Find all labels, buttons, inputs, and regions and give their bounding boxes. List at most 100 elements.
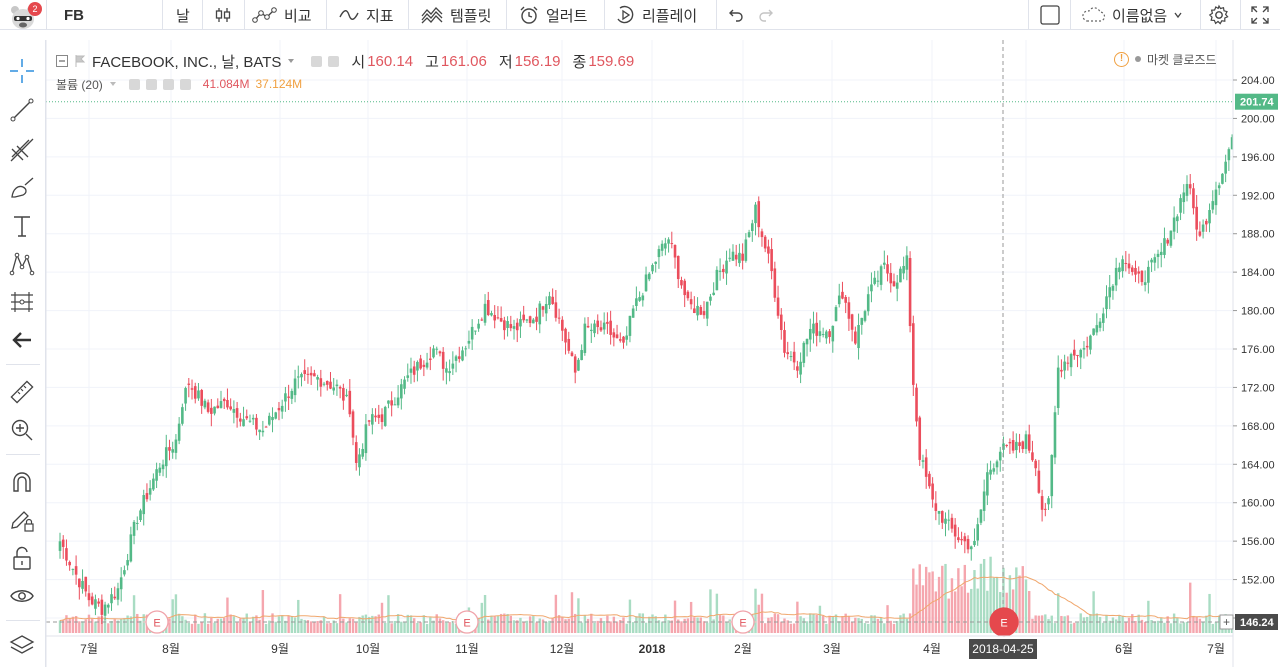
volume-bar	[715, 593, 719, 633]
trend-line-tool[interactable]	[8, 96, 36, 124]
user-avatar[interactable]	[6, 3, 40, 37]
symbol-search[interactable]: FB	[64, 6, 84, 24]
alerts-button[interactable]: 얼러트	[518, 0, 587, 30]
volume-bar	[271, 613, 274, 633]
candle-body	[1076, 354, 1079, 356]
legend-dropdown-icon[interactable]	[287, 57, 295, 65]
candle-body	[303, 370, 307, 375]
undo-button[interactable]	[728, 0, 744, 30]
market-status[interactable]: ! 마켓 클로즈드	[1114, 50, 1217, 68]
volume-bar	[235, 622, 239, 633]
candle-body	[274, 412, 278, 419]
volume-bar	[345, 622, 348, 633]
candle-body	[1166, 239, 1169, 244]
volume-add-icon[interactable]	[162, 78, 174, 90]
candle-body	[528, 316, 532, 324]
volume-bar	[242, 617, 245, 633]
interval-selector[interactable]: 날	[176, 7, 190, 25]
candle-body	[68, 561, 71, 566]
volume-bar	[712, 619, 715, 633]
candle-body	[847, 302, 851, 319]
lock-drawing-tool[interactable]	[8, 506, 36, 534]
volume-bar	[197, 623, 200, 633]
candle-body	[139, 510, 142, 521]
volume-bar	[615, 621, 619, 633]
hide-toolbar-button[interactable]	[8, 326, 36, 354]
candle-body	[1217, 185, 1221, 189]
lock-all-tool[interactable]	[8, 544, 36, 572]
replay-button[interactable]: 리플레이	[614, 0, 697, 30]
candle-body	[757, 201, 761, 228]
collapse-legend-button[interactable]	[56, 55, 68, 67]
volume-bar	[74, 616, 78, 633]
volume-bar	[1092, 591, 1095, 633]
volume-bar	[599, 618, 603, 633]
volume-bar	[941, 565, 944, 633]
candle-body	[754, 204, 757, 224]
prediction-tool[interactable]	[8, 288, 36, 316]
candle-body	[606, 321, 609, 324]
maximize-button[interactable]	[1250, 0, 1270, 30]
volume-bar	[1179, 623, 1182, 633]
candle-body	[90, 596, 94, 605]
candle-body	[953, 524, 957, 537]
volume-bar	[838, 621, 841, 633]
volume-close-icon[interactable]	[179, 78, 191, 90]
legend-close-icon[interactable]	[328, 55, 340, 67]
candle-body	[519, 319, 522, 327]
candle-body	[1034, 460, 1037, 469]
volume-bar	[425, 623, 429, 633]
cloud-icon	[1082, 7, 1106, 22]
volume-bar	[561, 617, 564, 633]
chart-type-button[interactable]	[214, 0, 232, 30]
measure-tool[interactable]	[8, 378, 36, 406]
volume-eye-icon[interactable]	[128, 78, 140, 90]
templates-button[interactable]: 템플릿	[420, 0, 491, 30]
candle-body	[409, 368, 413, 373]
layout-menu[interactable]: 이름없음	[1080, 0, 1183, 30]
volume-bar	[593, 622, 596, 633]
visibility-tool[interactable]	[8, 582, 36, 610]
pattern-tool[interactable]	[8, 250, 36, 278]
candle-body	[251, 417, 255, 420]
volume-bar	[1156, 620, 1160, 633]
candle-body	[866, 294, 870, 312]
object-tree-tool[interactable]	[8, 632, 36, 660]
redo-button[interactable]	[758, 0, 774, 30]
candle-body	[979, 509, 983, 523]
volume-bar	[564, 619, 567, 633]
candle-body	[367, 420, 371, 422]
crosshair-tool[interactable]	[8, 57, 36, 85]
compare-button[interactable]: 비교	[252, 0, 312, 30]
magnet-tool[interactable]	[8, 468, 36, 496]
chart-pane[interactable]: E E E E 204.00 200.00 196.00 192.00 188.00 184.00…	[46, 40, 1280, 667]
candle-body	[84, 576, 88, 592]
price-tick-label: 164.00	[1241, 459, 1275, 471]
candle-body	[354, 442, 358, 463]
volume-bar	[812, 613, 815, 633]
volume-bar	[631, 622, 635, 633]
candle-body	[332, 387, 335, 391]
pitchfork-tool[interactable]	[8, 136, 36, 164]
volume-bar	[393, 620, 397, 633]
fullscreen-layout-button[interactable]	[1040, 0, 1060, 30]
brush-tool[interactable]	[8, 174, 36, 202]
volume-bar	[586, 618, 590, 633]
candle-body	[1137, 271, 1140, 274]
zoom-tool[interactable]	[8, 416, 36, 444]
text-tool[interactable]	[8, 212, 36, 240]
price-chart[interactable]: E E E E 204.00 200.00 196.00 192.00 188.00 184.00…	[46, 40, 1280, 667]
candle-body	[1069, 354, 1073, 368]
notification-badge[interactable]: 2	[28, 2, 42, 16]
volume-bar	[767, 617, 770, 633]
settings-button[interactable]	[1208, 0, 1230, 30]
indicators-button[interactable]: 지표	[338, 0, 394, 30]
candle-body	[74, 566, 78, 575]
expand-icon	[1251, 6, 1269, 24]
volume-settings-icon[interactable]	[145, 78, 157, 90]
volume-ma-line	[59, 576, 1258, 621]
volume-bar	[1172, 613, 1176, 633]
volume-dropdown-icon[interactable]	[109, 80, 117, 88]
legend-settings-icon[interactable]	[311, 55, 323, 67]
candle-body	[879, 266, 883, 285]
